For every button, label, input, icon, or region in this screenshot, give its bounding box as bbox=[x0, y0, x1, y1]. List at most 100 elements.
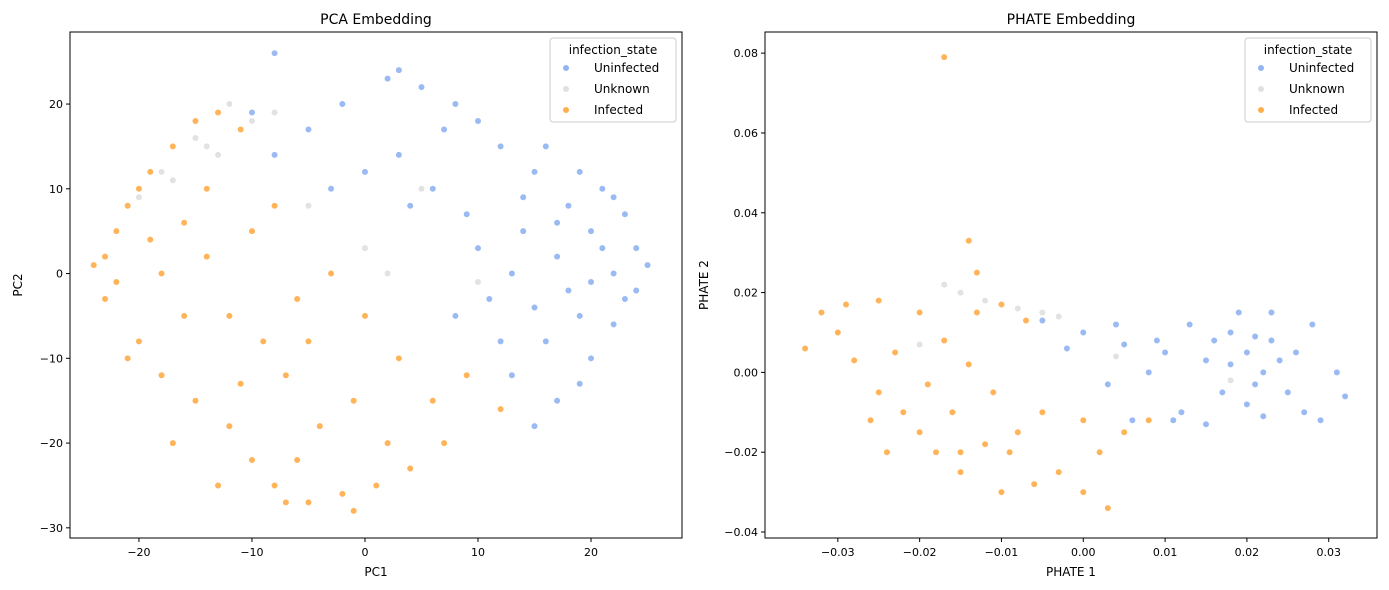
data-point bbox=[1038, 316, 1046, 325]
x-axis-label: PHATE 1 bbox=[1046, 565, 1096, 579]
data-point bbox=[598, 185, 606, 193]
data-point bbox=[1259, 412, 1267, 420]
data-point bbox=[576, 312, 584, 320]
data-point bbox=[327, 185, 335, 193]
legend-marker bbox=[1257, 64, 1265, 72]
legend-title: infection_state bbox=[569, 43, 658, 57]
data-point bbox=[553, 253, 561, 261]
x-tick-label: −0.02 bbox=[903, 546, 937, 559]
legend-label: Uninfected bbox=[1289, 61, 1354, 75]
data-point bbox=[474, 244, 482, 252]
data-point bbox=[248, 108, 256, 117]
legend-label: Infected bbox=[1289, 103, 1338, 117]
data-point bbox=[383, 439, 392, 447]
data-point bbox=[146, 168, 154, 176]
series-infected bbox=[801, 53, 1153, 512]
data-point bbox=[361, 168, 369, 176]
y-tick-label: 20 bbox=[49, 98, 63, 111]
data-point bbox=[643, 261, 652, 269]
data-point bbox=[327, 269, 335, 278]
data-point bbox=[1120, 340, 1128, 349]
legend: infection_state Uninfected Unknown Infected bbox=[1244, 37, 1372, 123]
data-point bbox=[1292, 348, 1300, 357]
data-point bbox=[1186, 320, 1194, 329]
legend-marker bbox=[1257, 85, 1265, 93]
data-point bbox=[587, 354, 595, 362]
x-tick-label: −0.03 bbox=[821, 546, 855, 559]
y-axis-label: PHATE 2 bbox=[697, 260, 711, 310]
data-point bbox=[1079, 488, 1087, 496]
data-point bbox=[101, 253, 109, 261]
data-point bbox=[1341, 392, 1349, 400]
data-point bbox=[1104, 380, 1112, 388]
data-point bbox=[316, 422, 324, 430]
data-point bbox=[1235, 308, 1243, 317]
data-point bbox=[1022, 316, 1030, 325]
series-unknown bbox=[135, 100, 482, 286]
data-point bbox=[817, 308, 826, 317]
data-point bbox=[587, 278, 595, 286]
series-uninfected bbox=[248, 49, 652, 430]
data-point bbox=[203, 253, 211, 261]
data-point bbox=[1202, 356, 1210, 365]
y-tick-label: 0 bbox=[56, 268, 63, 281]
data-point bbox=[1316, 416, 1325, 424]
data-point bbox=[899, 408, 907, 416]
y-tick-label: 0.08 bbox=[734, 47, 759, 60]
data-point bbox=[997, 300, 1006, 309]
data-point bbox=[237, 125, 245, 134]
data-point bbox=[180, 312, 188, 320]
data-point bbox=[875, 296, 883, 305]
data-point bbox=[485, 295, 493, 303]
data-point bbox=[1267, 308, 1276, 317]
data-point bbox=[270, 151, 279, 159]
data-point bbox=[1145, 416, 1153, 424]
y-tick-label: −0.02 bbox=[724, 446, 758, 459]
data-point bbox=[916, 308, 924, 317]
data-point bbox=[1218, 388, 1226, 396]
data-point bbox=[417, 185, 426, 193]
series-uninfected bbox=[1038, 308, 1349, 428]
data-point bbox=[101, 295, 109, 303]
data-point bbox=[508, 371, 516, 379]
data-point bbox=[1202, 420, 1210, 428]
data-point bbox=[304, 125, 313, 134]
y-tick-label: 0.00 bbox=[734, 366, 759, 379]
data-point bbox=[956, 288, 965, 297]
data-point bbox=[916, 340, 924, 349]
data-point bbox=[237, 380, 245, 388]
data-point bbox=[965, 360, 973, 369]
data-point bbox=[948, 408, 956, 416]
data-point bbox=[361, 244, 369, 252]
data-point bbox=[553, 219, 561, 227]
data-point bbox=[530, 422, 539, 430]
y-tick-label: 0.02 bbox=[734, 287, 759, 300]
data-point bbox=[956, 468, 965, 476]
data-point bbox=[112, 278, 120, 286]
y-tick-label: −0.04 bbox=[724, 526, 758, 539]
legend-label: Infected bbox=[594, 103, 643, 117]
data-point bbox=[395, 66, 403, 74]
data-point bbox=[530, 168, 539, 176]
data-point bbox=[304, 337, 313, 345]
data-point bbox=[429, 397, 437, 405]
data-point bbox=[1128, 416, 1136, 424]
data-point bbox=[508, 269, 516, 278]
data-point bbox=[632, 244, 640, 252]
data-point bbox=[225, 422, 233, 430]
data-point bbox=[564, 286, 573, 295]
y-tick-label: 0.04 bbox=[734, 207, 759, 220]
data-point bbox=[940, 336, 948, 345]
data-point bbox=[519, 193, 527, 201]
data-point bbox=[576, 380, 584, 388]
data-point bbox=[440, 439, 448, 447]
data-point bbox=[1259, 368, 1267, 376]
data-point bbox=[157, 168, 166, 176]
data-point bbox=[350, 397, 358, 405]
data-point bbox=[1243, 348, 1251, 357]
legend-label: Unknown bbox=[1289, 82, 1345, 96]
data-point bbox=[1226, 376, 1235, 384]
data-point bbox=[1308, 320, 1316, 329]
legend-marker bbox=[1257, 106, 1265, 114]
data-point bbox=[214, 481, 222, 490]
